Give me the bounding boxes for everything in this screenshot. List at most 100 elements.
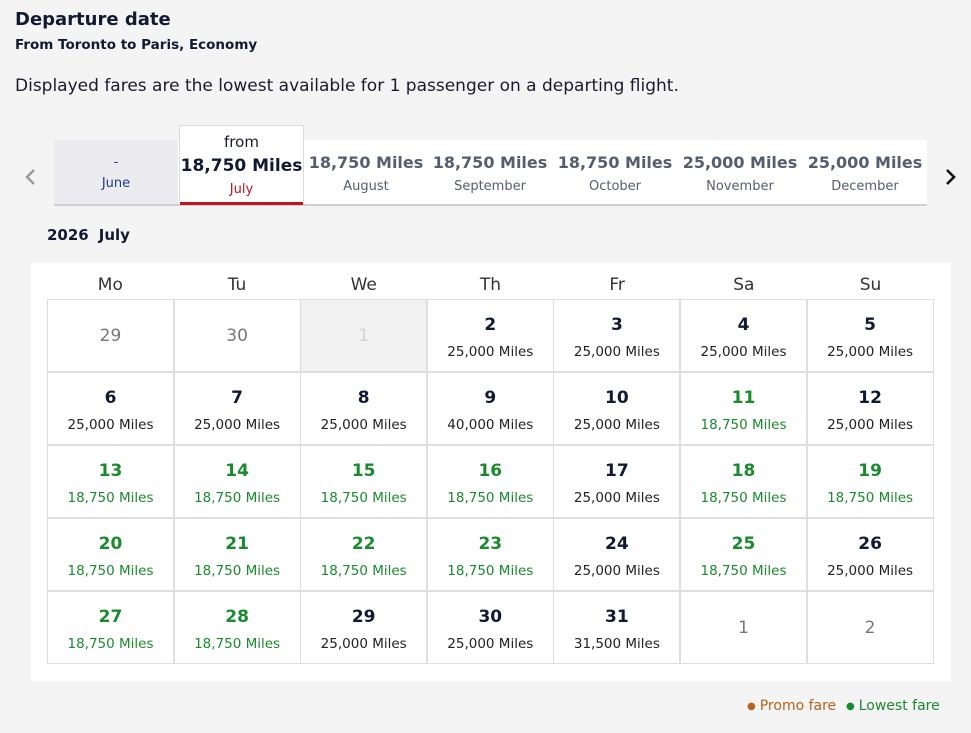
day-number: 15 <box>351 461 376 481</box>
calendar-day-cell[interactable]: 8 25,000 Miles <box>300 372 428 445</box>
from-label: from <box>224 133 259 151</box>
calendar-day-cell[interactable]: 14 18,750 Miles <box>173 445 301 518</box>
calendar-day-cell[interactable]: 31 31,500 Miles <box>553 591 681 664</box>
calendar-day-cell[interactable]: 4 25,000 Miles <box>680 299 807 372</box>
day-number: 22 <box>351 534 376 554</box>
calendar-day-cell[interactable]: 3 25,000 Miles <box>553 299 681 372</box>
day-fare: 18,750 Miles <box>447 563 534 579</box>
calendar-day-cell[interactable]: 9 40,000 Miles <box>426 372 554 445</box>
day-fare: 25,000 Miles <box>573 417 660 433</box>
month-tab-june[interactable]: - June <box>54 140 178 204</box>
day-number: 30 <box>226 326 248 346</box>
day-fare: 25,000 Miles <box>67 417 154 433</box>
calendar-day-cell[interactable]: 5 25,000 Miles <box>806 299 934 372</box>
day-fare: 18,750 Miles <box>700 490 787 506</box>
calendar-day-cell[interactable]: 24 25,000 Miles <box>553 518 681 591</box>
calendar-day-cell[interactable]: 1 <box>680 591 807 664</box>
weekday-label: Tu <box>227 275 247 295</box>
calendar-day-cell[interactable]: 20 18,750 Miles <box>47 518 174 591</box>
promo-dot-icon: ● <box>747 700 756 712</box>
month-name: August <box>343 179 389 194</box>
day-fare: 25,000 Miles <box>447 344 534 360</box>
month-name: September <box>454 179 526 194</box>
day-number: 21 <box>225 534 249 554</box>
day-fare: 25,000 Miles <box>700 344 787 360</box>
month-name: October <box>588 179 642 194</box>
day-number: 1 <box>358 326 370 346</box>
calendar-grid: 29 30 1 2 25,000 Miles 3 25,000 Miles 4 25,000 M… <box>47 299 935 665</box>
calendar-day-cell[interactable]: 2 <box>806 591 934 664</box>
weekday-label: Mo <box>97 275 123 295</box>
calendar-heading: 2026 July <box>47 226 140 244</box>
day-fare: 18,750 Miles <box>700 563 787 579</box>
calendar-day-cell[interactable]: 2 25,000 Miles <box>426 299 554 372</box>
month-price: 25,000 Miles <box>807 153 923 172</box>
chevron-left-icon[interactable] <box>20 167 42 191</box>
calendar-day-cell[interactable]: 25 18,750 Miles <box>680 518 807 591</box>
page-title: Departure date <box>15 9 171 30</box>
month-tab-july-selected[interactable]: from 18,750 Miles July <box>179 125 304 205</box>
day-fare: 18,750 Miles <box>700 417 787 433</box>
day-fare: 18,750 Miles <box>320 563 407 579</box>
weekday-label: Sa <box>733 275 755 295</box>
day-fare: 25,000 Miles <box>320 417 407 433</box>
calendar-day-cell[interactable]: 13 18,750 Miles <box>47 445 174 518</box>
day-number: 16 <box>478 461 503 481</box>
month-price: 18,750 Miles <box>180 156 303 176</box>
day-number: 29 <box>99 326 122 346</box>
day-number: 6 <box>104 388 117 408</box>
day-fare: 18,750 Miles <box>320 490 407 506</box>
selected-indicator <box>180 202 303 205</box>
day-number: 9 <box>484 388 497 408</box>
calendar-day-cell[interactable]: 18 18,750 Miles <box>680 445 807 518</box>
month-price: 18,750 Miles <box>432 153 548 172</box>
day-number: 13 <box>98 461 123 481</box>
day-number: 11 <box>731 388 756 408</box>
day-fare: 18,750 Miles <box>67 563 154 579</box>
calendar-day-cell[interactable]: 12 25,000 Miles <box>806 372 934 445</box>
month-name: June <box>101 176 131 191</box>
calendar-day-cell[interactable]: 16 18,750 Miles <box>426 445 554 518</box>
day-number: 26 <box>858 534 882 554</box>
calendar-day-cell[interactable]: 30 <box>173 299 301 372</box>
month-price: 18,750 Miles <box>308 153 424 172</box>
day-number: 2 <box>484 315 497 335</box>
fare-description: Displayed fares are the lowest available… <box>15 76 679 96</box>
weekday-label: We <box>350 275 377 295</box>
calendar-day-cell[interactable]: 28 18,750 Miles <box>173 591 301 664</box>
day-number: 3 <box>610 315 623 335</box>
weekday-label: Fr <box>609 275 625 295</box>
calendar-day-cell[interactable]: 22 18,750 Miles <box>300 518 428 591</box>
calendar-day-cell[interactable]: 30 25,000 Miles <box>426 591 554 664</box>
calendar-day-cell[interactable]: 27 18,750 Miles <box>47 591 174 664</box>
calendar-day-cell[interactable]: 26 25,000 Miles <box>806 518 934 591</box>
chevron-right-icon[interactable] <box>939 167 961 191</box>
day-number: 7 <box>231 388 244 408</box>
calendar-day-cell[interactable]: 29 <box>47 299 174 372</box>
calendar-day-cell[interactable]: 29 25,000 Miles <box>300 591 428 664</box>
calendar-day-cell[interactable]: 6 25,000 Miles <box>47 372 174 445</box>
day-fare: 25,000 Miles <box>827 563 914 579</box>
month-tab-august[interactable]: 18,750 Miles August <box>304 140 428 204</box>
day-number: 23 <box>478 534 503 554</box>
day-number: 19 <box>858 461 882 481</box>
calendar-day-cell[interactable]: 11 18,750 Miles <box>680 372 807 445</box>
day-fare: 18,750 Miles <box>827 490 914 506</box>
day-fare: 18,750 Miles <box>67 490 154 506</box>
calendar-day-cell[interactable]: 15 18,750 Miles <box>300 445 428 518</box>
calendar-day-cell[interactable]: 21 18,750 Miles <box>173 518 301 591</box>
calendar-day-cell[interactable]: 23 18,750 Miles <box>426 518 554 591</box>
calendar-day-cell[interactable]: 10 25,000 Miles <box>553 372 681 445</box>
calendar-day-cell[interactable]: 7 25,000 Miles <box>173 372 301 445</box>
calendar-day-cell[interactable]: 19 18,750 Miles <box>806 445 934 518</box>
month-price: 18,750 Miles <box>557 153 673 172</box>
month-tab-october[interactable]: 18,750 Miles October <box>553 140 677 204</box>
calendar-day-cell: 1 <box>300 299 428 372</box>
month-tab-november[interactable]: 25,000 Miles November <box>678 140 802 204</box>
day-number: 4 <box>737 315 750 335</box>
month-tab-december[interactable]: 25,000 Miles December <box>803 140 927 204</box>
month-tab-september[interactable]: 18,750 Miles September <box>428 140 552 204</box>
day-fare: 25,000 Miles <box>194 417 281 433</box>
calendar: Mo Tu We Th Fr Sa Su 29 30 1 2 25,000 Miles 3 25,000… <box>31 263 951 681</box>
calendar-day-cell[interactable]: 17 25,000 Miles <box>553 445 681 518</box>
